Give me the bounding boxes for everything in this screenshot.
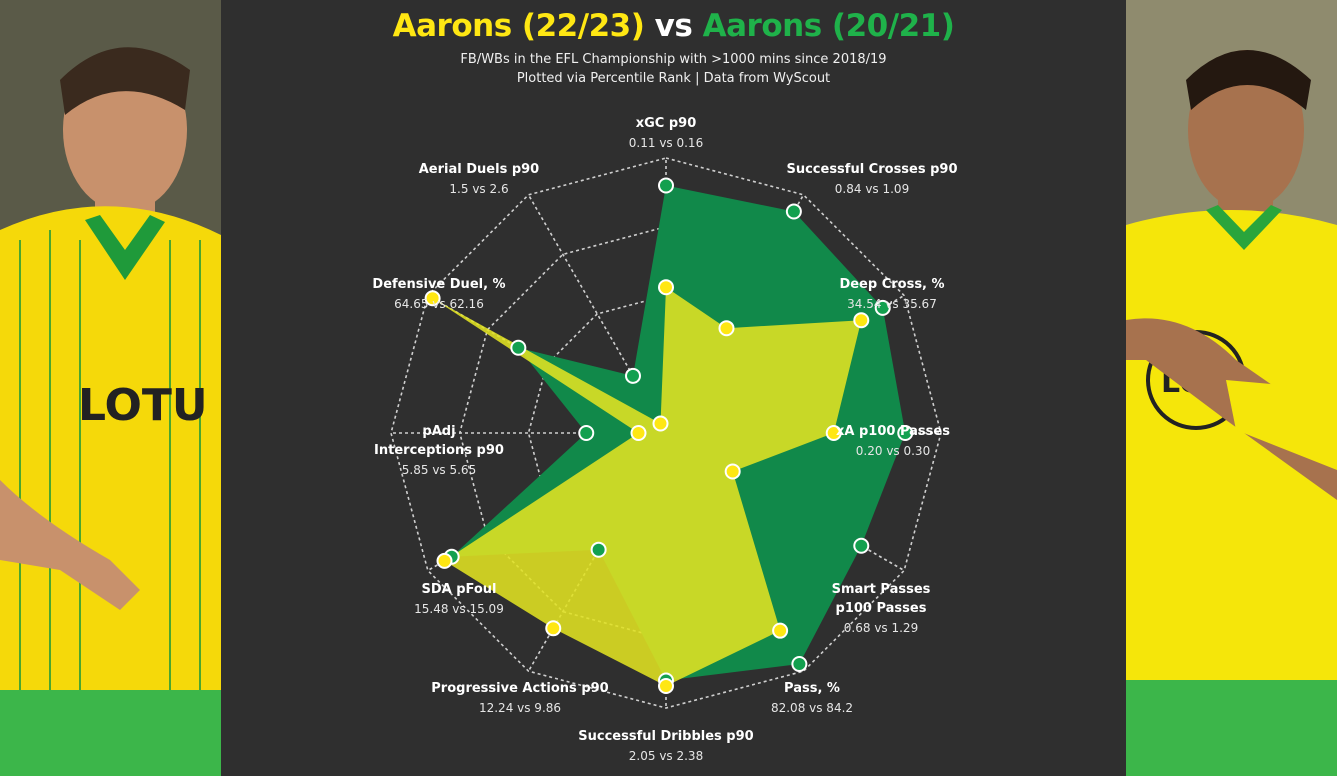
marker-b-4: [897, 425, 914, 441]
marker-a-1: [658, 279, 674, 296]
marker-b-10: [578, 425, 595, 441]
axis-label-12: Aerial Duels p90 1.5 vs 2.6: [419, 162, 539, 196]
axis-value-8: 12.24 vs 9.86: [479, 701, 561, 715]
marker-a-7: [658, 678, 674, 694]
marker-a-9: [436, 552, 453, 569]
axis-label-8: Progressive Actions p90 12.24 vs 9.86: [431, 681, 608, 715]
axis-name-4: xA p100 Passes: [836, 424, 950, 439]
marker-a-2: [718, 320, 735, 337]
axis-label-2: Successful Crosses p90 0.84 vs 1.09: [786, 162, 957, 196]
axis-name-11: Defensive Duel, %: [372, 277, 505, 292]
axis-label-3: Deep Cross, % 34.54 vs 35.67: [839, 277, 944, 311]
axis-name-2: Successful Crosses p90: [786, 162, 957, 177]
marker-b-1: [658, 177, 674, 194]
axis-value-7: 2.05 vs 2.38: [629, 749, 703, 763]
chart-subtitle-1: FB/WBs in the EFL Championship with >100…: [460, 52, 887, 67]
axis-value-3: 34.54 vs 35.67: [847, 297, 937, 311]
marker-a-6: [772, 622, 789, 639]
player-photo-right: LO: [1126, 0, 1337, 776]
marker-b-6: [791, 656, 808, 673]
axis-label-10: pAdj Interceptions p90 5.85 vs 5.65: [374, 424, 504, 477]
axis-value-11: 64.65 vs 62.16: [394, 297, 484, 311]
axis-name-5: Smart Passes p100 Passes: [832, 582, 931, 616]
marker-b-12: [625, 367, 641, 384]
title-vs: vs: [644, 8, 703, 44]
axis-label-9: SDA pFoul 15.48 vs 15.09: [414, 582, 504, 616]
marker-a-10: [630, 425, 647, 441]
radar-spoke-12: [527, 194, 667, 434]
axis-value-12: 1.5 vs 2.6: [449, 182, 508, 196]
axis-label-7: Successful Dribbles p90 2.05 vs 2.38: [578, 729, 753, 763]
axis-name-1: xGC p90: [636, 116, 697, 131]
marker-a-8: [545, 620, 562, 637]
marker-a-11: [424, 290, 441, 307]
chart-title: Aarons (22/23) vs Aarons (20/21): [221, 8, 1126, 44]
player-photo-left: LOTU: [0, 0, 221, 776]
radar-areas: [432, 185, 906, 686]
series-area-a: [432, 287, 862, 686]
marker-a-5: [724, 463, 741, 480]
player-photo-left-image: LOTU: [0, 0, 221, 776]
axis-label-11: Defensive Duel, % 64.65 vs 62.16: [372, 277, 505, 311]
chart-subtitle-2: Plotted via Percentile Rank | Data from …: [516, 71, 831, 86]
axis-name-12: Aerial Duels p90: [419, 162, 539, 177]
marker-b-11: [510, 339, 527, 356]
axis-value-1: 0.11 vs 0.16: [629, 136, 703, 150]
marker-b-8: [590, 541, 607, 558]
title-series-b: Aarons (20/21): [702, 8, 955, 44]
radar-labels: xGC p90 0.11 vs 0.16 Successful Crosses p9…: [372, 116, 957, 763]
axis-name-6: Pass, %: [784, 681, 840, 696]
marker-a-3: [853, 312, 870, 329]
marker-b-2: [785, 203, 802, 220]
player-photo-right-image: LO: [1126, 0, 1337, 776]
axis-label-1: xGC p90 0.11 vs 0.16: [629, 116, 703, 150]
axis-value-5: 0.68 vs 1.29: [844, 621, 918, 635]
axis-value-4: 0.20 vs 0.30: [856, 444, 930, 458]
marker-b-5: [853, 537, 870, 554]
axis-value-2: 0.84 vs 1.09: [835, 182, 909, 196]
axis-name-10: pAdj Interceptions p90: [374, 424, 504, 458]
axis-value-9: 15.48 vs 15.09: [414, 602, 504, 616]
marker-a-4: [825, 425, 842, 441]
axis-label-4: xA p100 Passes 0.20 vs 0.30: [836, 424, 950, 458]
radar-chart: xGC p90 0.11 vs 0.16 Successful Crosses p9…: [372, 116, 957, 763]
axis-label-6: Pass, % 82.08 vs 84.2: [771, 681, 853, 715]
axis-name-7: Successful Dribbles p90: [578, 729, 753, 744]
axis-name-3: Deep Cross, %: [839, 277, 944, 292]
marker-b-3: [874, 299, 891, 316]
radar-markers: [424, 177, 914, 694]
axis-label-5: Smart Passes p100 Passes 0.68 vs 1.29: [832, 582, 931, 635]
axis-value-6: 82.08 vs 84.2: [771, 701, 853, 715]
axis-value-10: 5.85 vs 5.65: [402, 463, 476, 477]
axis-name-9: SDA pFoul: [421, 582, 496, 597]
axis-name-8: Progressive Actions p90: [431, 681, 608, 696]
marker-a-12: [652, 415, 669, 432]
title-series-a: Aarons (22/23): [392, 8, 645, 44]
shirt-sponsor-left: LOTU: [78, 380, 208, 431]
